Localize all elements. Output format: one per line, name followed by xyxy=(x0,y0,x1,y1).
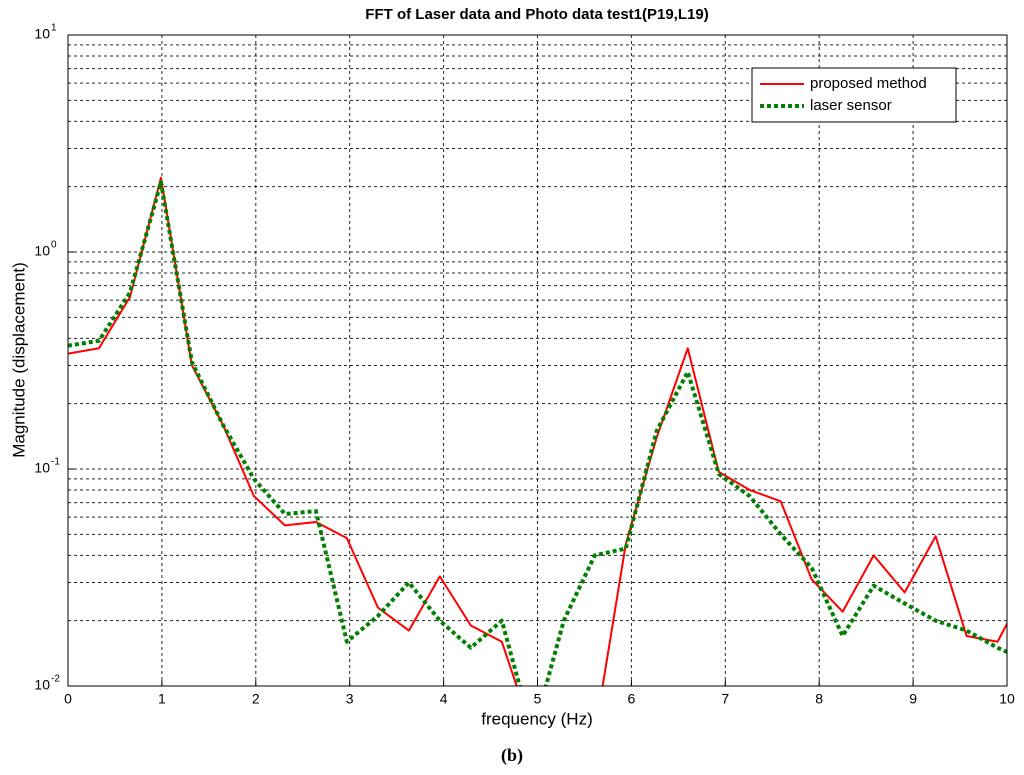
x-tick-label: 2 xyxy=(252,691,260,707)
lines xyxy=(68,176,1007,686)
y-tick-exponent: 0 xyxy=(51,240,57,251)
y-tick-exponent: 1 xyxy=(51,23,57,34)
y-tick-label: 10 xyxy=(34,243,50,259)
legend: proposed method laser sensor xyxy=(751,67,957,123)
legend-label: proposed method xyxy=(810,75,927,92)
x-tick-label: 10 xyxy=(999,691,1015,707)
y-tick-label: 10 xyxy=(34,26,50,42)
grid xyxy=(67,34,1008,687)
chart-title: FFT of Laser data and Photo data test1(P… xyxy=(365,6,708,23)
x-tick-label: 0 xyxy=(64,691,72,707)
x-tick-label: 8 xyxy=(815,691,823,707)
x-tick-label: 9 xyxy=(909,691,917,707)
legend-box xyxy=(751,67,957,123)
x-tick-label: 1 xyxy=(158,691,166,707)
y-tick-label: 10 xyxy=(34,677,50,693)
caption: (b) xyxy=(501,745,523,766)
x-axis-label: frequency (Hz) xyxy=(481,709,592,728)
plot-frame xyxy=(67,34,1008,687)
y-tick-exponent: -1 xyxy=(51,457,60,468)
x-tick-label: 5 xyxy=(534,691,542,707)
x-tick-label: 6 xyxy=(628,691,636,707)
y-tick-exponent: -2 xyxy=(51,674,60,685)
legend-label: laser sensor xyxy=(810,97,892,114)
x-tick-label: 3 xyxy=(346,691,354,707)
series-line xyxy=(68,176,1007,686)
x-tick-label: 4 xyxy=(440,691,448,707)
x-tick-label: 7 xyxy=(721,691,729,707)
y-tick-label: 10 xyxy=(34,460,50,476)
y-axis-label: Magnitude (displacement) xyxy=(9,262,28,458)
